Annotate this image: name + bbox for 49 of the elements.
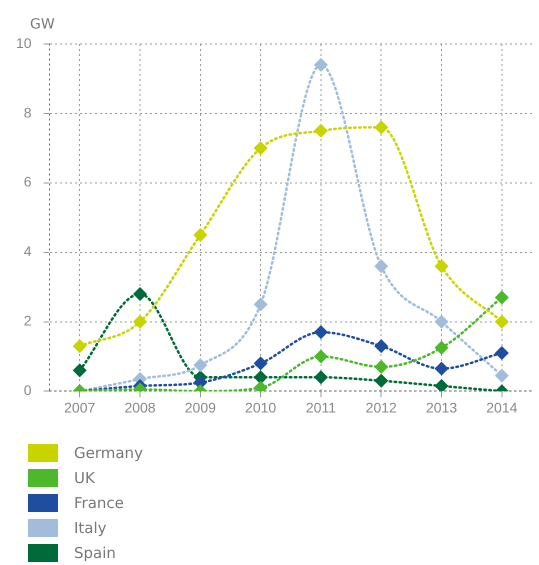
x-tick-label: 2008 <box>124 399 156 416</box>
y-axis-title: GW <box>30 16 55 33</box>
y-tick-label: 0 <box>24 382 32 398</box>
point <box>314 370 328 384</box>
x-tick-label: 2007 <box>64 399 96 416</box>
point <box>314 349 328 364</box>
point <box>254 141 268 156</box>
y-tick-label: 10 <box>16 34 32 51</box>
point <box>374 374 388 388</box>
point <box>494 314 509 329</box>
x-tick-label: 2011 <box>306 399 336 416</box>
x-tick-label: 2014 <box>486 399 518 416</box>
point <box>72 363 87 378</box>
point <box>193 358 208 372</box>
legend-label: UK <box>74 468 95 486</box>
point <box>434 378 449 392</box>
point <box>374 120 388 134</box>
point <box>374 339 388 354</box>
point <box>254 297 268 312</box>
x-tick-label: 2010 <box>245 399 276 416</box>
point <box>494 346 509 360</box>
point <box>374 360 388 374</box>
point <box>434 362 449 376</box>
legend-label: France <box>74 494 124 512</box>
y-tick-label: 8 <box>24 104 32 120</box>
y-tick-label: 6 <box>24 174 32 190</box>
point <box>193 228 208 242</box>
point <box>434 314 449 329</box>
legend-label: Spain <box>74 544 116 562</box>
x-tick-label: 2012 <box>366 399 398 416</box>
y-tick-label: 4 <box>24 243 32 260</box>
x-tick-label: 2013 <box>426 399 458 416</box>
point <box>133 286 148 301</box>
point <box>72 339 87 354</box>
point <box>314 325 328 340</box>
point <box>133 314 148 329</box>
point <box>434 340 449 355</box>
point <box>374 259 388 274</box>
point <box>494 290 509 304</box>
point <box>254 356 268 370</box>
x-tick-label: 2009 <box>184 399 216 416</box>
point <box>314 58 328 72</box>
legend-label: Germany <box>74 444 143 462</box>
point <box>254 370 268 384</box>
point <box>494 368 509 383</box>
y-tick-label: 2 <box>24 312 32 329</box>
point <box>314 124 328 138</box>
legend-label: Italy <box>74 518 107 536</box>
point <box>434 259 449 274</box>
